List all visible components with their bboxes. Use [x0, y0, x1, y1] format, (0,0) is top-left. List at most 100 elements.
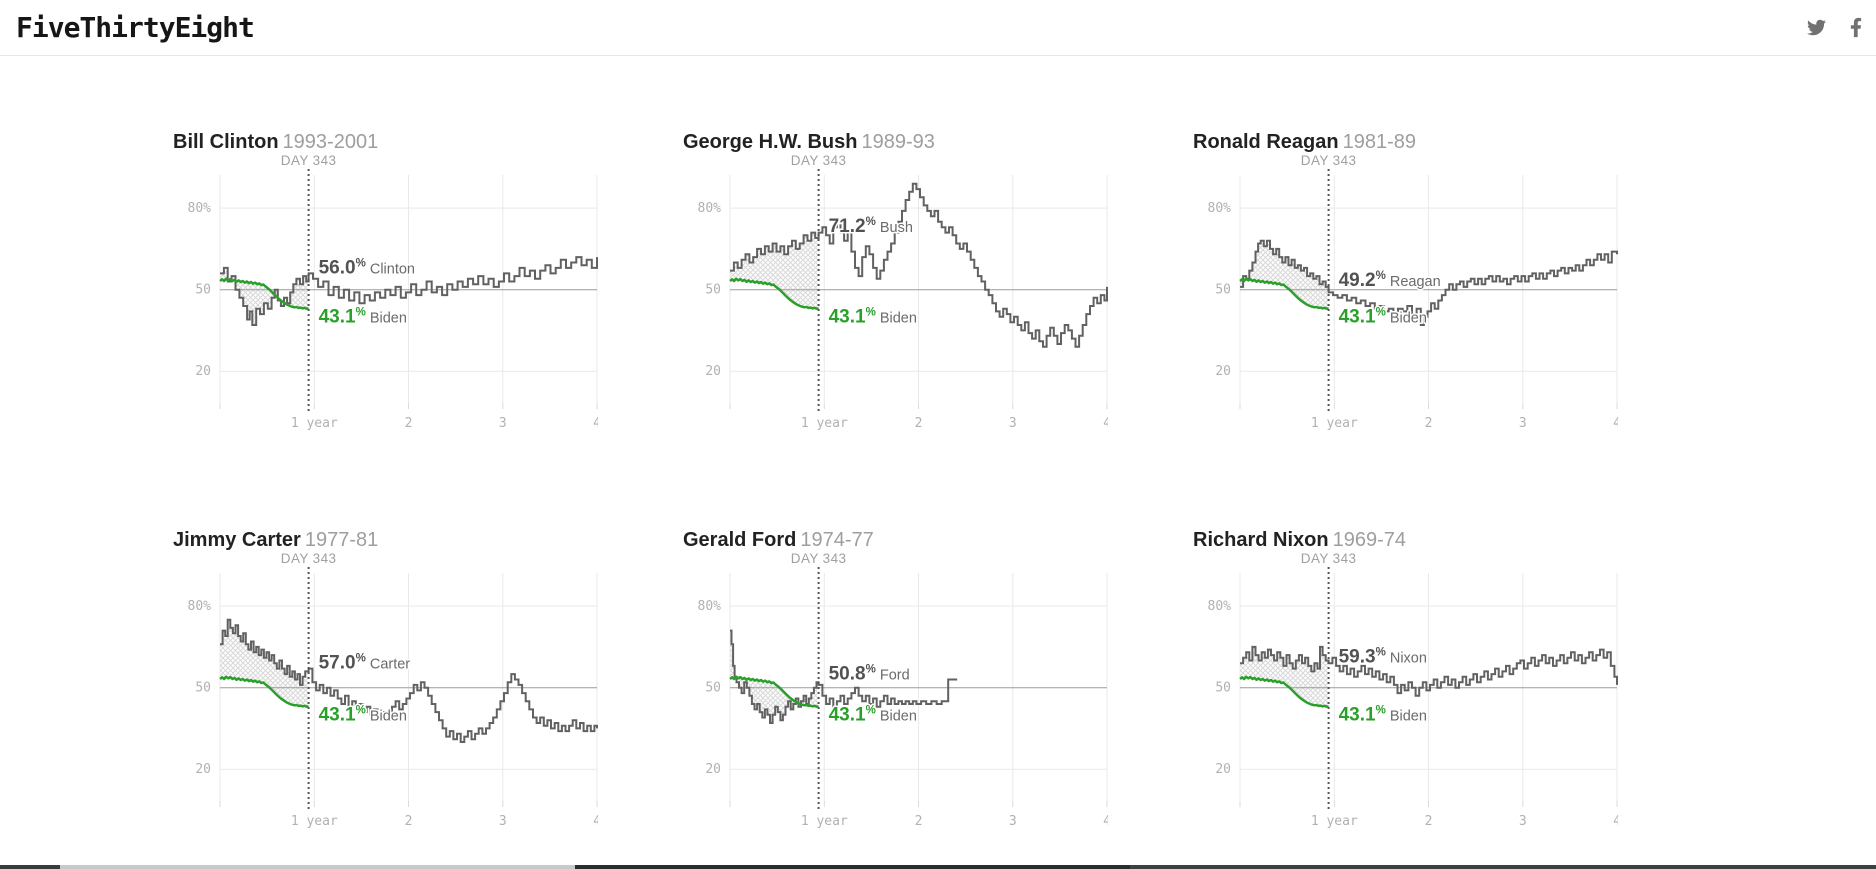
y-axis-tick: 80%: [188, 599, 212, 614]
y-axis-tick: 20: [1215, 364, 1231, 379]
x-axis-tick: 4: [1103, 814, 1108, 829]
chart-title-years: 1969-74: [1332, 529, 1406, 551]
approval-chart: DAY 343 80% 50 20 1 year 2 3 4 59.3% Nixon 43.1% …: [1193, 553, 1618, 831]
x-axis-tick: 1 year: [291, 814, 338, 829]
president-value-label: 56.0% Clinton: [319, 257, 415, 278]
chart-title-president: George H.W. Bush: [683, 131, 858, 153]
y-axis-tick: 80%: [1208, 201, 1232, 216]
day-marker-label: DAY 343: [281, 155, 337, 168]
day-marker-label: DAY 343: [281, 553, 337, 566]
x-axis-tick: 3: [499, 416, 507, 431]
biden-approval-line: [1239, 277, 1329, 310]
biden-value-label: 43.1% Biden: [1339, 306, 1427, 327]
y-axis-tick: 20: [705, 762, 721, 777]
y-axis-tick: 20: [195, 364, 211, 379]
approval-chart-svg: DAY 343 80% 50 20 1 year 2 3 4 49.2% Reagan 43.1%…: [1208, 155, 1618, 431]
x-axis-tick: 4: [593, 814, 598, 829]
x-axis-tick: 2: [915, 416, 923, 431]
chart-title-president: Bill Clinton: [173, 131, 279, 153]
approval-gap-hatch: [1240, 240, 1329, 309]
x-axis-tick: 2: [1425, 416, 1433, 431]
chart-title-president: Gerald Ford: [683, 529, 797, 551]
approval-chart-svg: DAY 343 80% 50 20 1 year 2 3 4 59.3% Nixon 43.1% …: [1208, 553, 1618, 829]
approval-chart: DAY 343 80% 50 20 1 year 2 3 4 49.2% Reagan 43.1%…: [1193, 155, 1618, 433]
y-axis-tick: 80%: [698, 599, 722, 614]
approval-chart-card: Gerald Ford 1974-77 DAY 343 80% 50 20 1 year 2…: [683, 527, 1108, 831]
biden-value-label: 43.1% Biden: [319, 306, 407, 327]
y-axis-tick: 80%: [188, 201, 212, 216]
chart-title-years: 1981-89: [1342, 131, 1416, 153]
president-approval-line: [730, 629, 958, 724]
chart-title: Richard Nixon 1969-74: [1193, 527, 1618, 553]
x-axis-tick: 1 year: [801, 416, 848, 431]
social-links: [1805, 17, 1862, 38]
chart-title-president: Ronald Reagan: [1193, 131, 1339, 153]
next-section-edge: [0, 865, 1876, 869]
x-axis-tick: 3: [1009, 814, 1017, 829]
president-value-label: 50.8% Ford: [829, 664, 910, 685]
approval-gap-hatch: [220, 619, 309, 707]
chart-title: Ronald Reagan 1981-89: [1193, 129, 1618, 155]
chart-title: Gerald Ford 1974-77: [683, 527, 1108, 553]
facebook-icon[interactable]: [1850, 17, 1862, 38]
president-approval-line: [1240, 645, 1618, 697]
president-approval-line: [730, 182, 1108, 348]
y-axis-tick: 20: [705, 364, 721, 379]
x-axis-tick: 3: [1519, 416, 1527, 431]
day-marker-label: DAY 343: [1301, 155, 1357, 168]
biden-approval-line: [729, 675, 819, 708]
x-axis-tick: 4: [1613, 814, 1618, 829]
x-axis-tick: 1 year: [291, 416, 338, 431]
biden-value-label: 43.1% Biden: [1339, 704, 1427, 725]
x-axis-tick: 2: [405, 416, 413, 431]
approval-chart: DAY 343 80% 50 20 1 year 2 3 4 57.0% Carter 43.1%…: [173, 553, 598, 831]
x-axis-tick: 3: [1519, 814, 1527, 829]
x-axis-tick: 4: [593, 416, 598, 431]
biden-approval-line: [729, 277, 819, 310]
day-marker-label: DAY 343: [791, 553, 847, 566]
chart-title: Bill Clinton 1993-2001: [173, 129, 598, 155]
approval-chart: DAY 343 80% 50 20 1 year 2 3 4 71.2% Bush 43.1% B…: [683, 155, 1108, 433]
approval-chart-svg: DAY 343 80% 50 20 1 year 2 3 4 71.2% Bush 43.1% B…: [698, 155, 1108, 431]
biden-approval-line: [1239, 675, 1329, 708]
approval-chart-svg: DAY 343 80% 50 20 1 year 2 3 4 56.0% Clinton 43.1…: [188, 155, 598, 431]
y-axis-tick: 50: [1215, 681, 1231, 696]
y-axis-tick: 50: [705, 283, 721, 298]
day-marker-label: DAY 343: [1301, 553, 1357, 566]
x-axis-tick: 1 year: [801, 814, 848, 829]
site-header: FiveThirtyEight: [0, 0, 1876, 56]
president-value-label: 71.2% Bush: [829, 216, 913, 237]
biden-value-label: 43.1% Biden: [829, 704, 917, 725]
y-axis-tick: 50: [195, 681, 211, 696]
president-approval-line: [220, 618, 598, 743]
biden-approval-line: [219, 277, 309, 310]
y-axis-tick: 50: [195, 283, 211, 298]
president-approval-line: [220, 256, 598, 326]
approval-gap-hatch: [1240, 646, 1329, 707]
x-axis-tick: 1 year: [1311, 814, 1358, 829]
y-axis-tick: 50: [1215, 283, 1231, 298]
day-marker-label: DAY 343: [791, 155, 847, 168]
x-axis-tick: 3: [499, 814, 507, 829]
y-axis-tick: 20: [195, 762, 211, 777]
x-axis-tick: 1 year: [1311, 416, 1358, 431]
x-axis-tick: 3: [1009, 416, 1017, 431]
president-value-label: 59.3% Nixon: [1339, 646, 1427, 667]
x-axis-tick: 2: [915, 814, 923, 829]
y-axis-tick: 80%: [698, 201, 722, 216]
biden-approval-line: [219, 675, 309, 708]
fivethirtyeight-logo[interactable]: FiveThirtyEight: [16, 11, 255, 44]
approval-chart-card: George H.W. Bush 1989-93 DAY 343 80% 50 20 1 …: [683, 129, 1108, 433]
y-axis-tick: 20: [1215, 762, 1231, 777]
chart-title-years: 1974-77: [800, 529, 874, 551]
approval-charts-grid: Bill Clinton 1993-2001 DAY 343 80% 50 20 1 ye…: [173, 129, 1876, 831]
approval-chart-card: Ronald Reagan 1981-89 DAY 343 80% 50 20 1 yea…: [1193, 129, 1618, 433]
y-axis-tick: 50: [705, 681, 721, 696]
biden-value-label: 43.1% Biden: [319, 704, 407, 725]
approval-chart: DAY 343 80% 50 20 1 year 2 3 4 50.8% Ford 43.1% B…: [683, 553, 1108, 831]
x-axis-tick: 4: [1103, 416, 1108, 431]
twitter-icon[interactable]: [1805, 18, 1828, 37]
approval-chart-card: Richard Nixon 1969-74 DAY 343 80% 50 20 1 yea…: [1193, 527, 1618, 831]
y-axis-tick: 80%: [1208, 599, 1232, 614]
x-axis-tick: 4: [1613, 416, 1618, 431]
